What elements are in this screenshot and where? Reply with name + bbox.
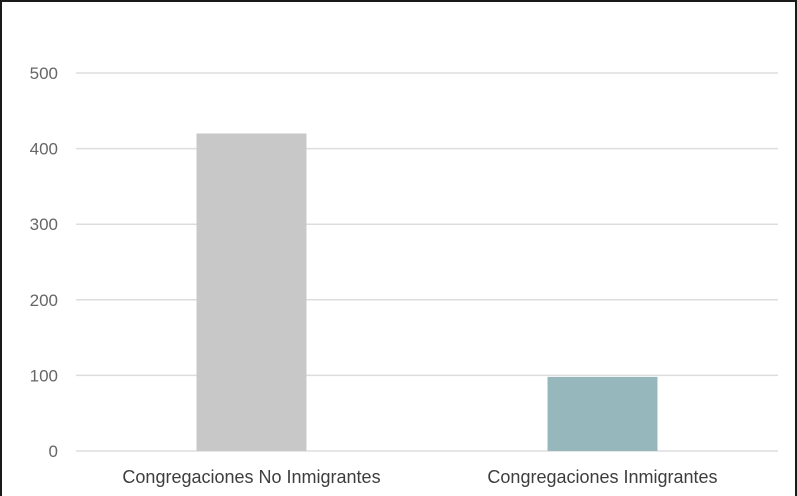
x-category-label: Congregaciones No Inmigrantes: [122, 467, 380, 487]
y-tick-label: 100: [30, 366, 58, 385]
y-axis-tick-labels: 0 100 200 300 400 500: [30, 64, 58, 461]
bars: [196, 133, 658, 452]
x-axis-category-labels: Congregaciones No Inmigrantes Congregacio…: [122, 467, 717, 487]
gridlines: [76, 72, 778, 452]
y-tick-label: 500: [30, 64, 58, 83]
y-tick-label: 400: [30, 140, 58, 159]
bar-2: [547, 376, 658, 451]
x-category-label: Congregaciones Inmigrantes: [487, 467, 717, 487]
y-tick-label: 0: [49, 442, 58, 461]
y-tick-label: 200: [30, 291, 58, 310]
y-tick-label: 300: [30, 215, 58, 234]
bar-1: [196, 133, 307, 452]
